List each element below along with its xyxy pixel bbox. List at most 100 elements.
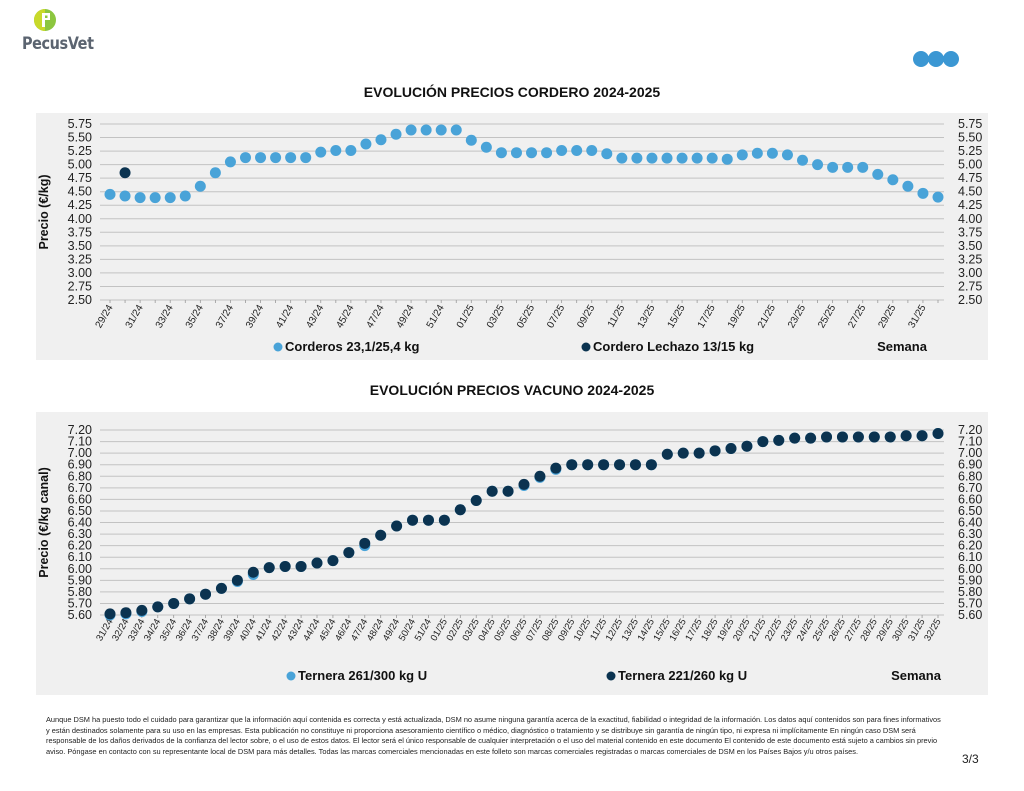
data-point-series-1 [887,174,899,186]
legend-label: Ternera 221/260 kg U [618,668,747,683]
data-point-series-2 [279,560,291,572]
data-point-series-1 [827,161,839,173]
data-point-series-2 [119,167,131,179]
data-point-series-2 [422,514,434,526]
x-tick-label: 32/25 [922,617,943,643]
data-point-series-1 [631,152,643,164]
y-tick-label-right: 5.60 [958,608,982,622]
y-tick-label-right: 7.00 [958,446,982,460]
data-point-series-2 [629,459,641,471]
data-point-series-1 [691,152,703,164]
data-point-series-1 [556,145,568,157]
y-tick-label-left: 4.25 [68,198,92,212]
x-tick-label: 15/25 [666,303,688,331]
y-tick-label-right: 4.25 [958,198,982,212]
data-point-series-2 [741,440,753,452]
y-tick-label-right: 6.90 [958,458,982,472]
data-point-series-1 [510,147,522,159]
y-tick-label-left: 3.50 [68,239,92,253]
x-axis-title: Semana [877,339,928,354]
y-tick-label-left: 5.00 [68,158,92,172]
data-point-series-2 [900,430,912,442]
data-point-series-1 [239,152,251,164]
y-tick-label-left: 6.10 [68,550,92,564]
data-point-series-2 [677,447,689,459]
data-point-series-2 [566,459,578,471]
data-point-series-1 [842,161,854,173]
data-point-series-2 [486,485,498,497]
data-point-series-1 [601,148,613,160]
x-tick-label: 05/25 [515,303,537,331]
x-tick-label: 19/25 [726,303,748,331]
vacuno-chart: 7.20 7.207.10 7.107.00 7.006.90 6.906.80 6.80… [37,423,982,683]
data-point-series-1 [104,188,116,200]
y-tick-label-left: 5.60 [68,608,92,622]
y-tick-label-left: 6.70 [68,481,92,495]
data-point-series-1 [721,153,733,165]
page-number: 3/3 [962,752,979,766]
data-point-series-2 [215,582,227,594]
data-point-series-2 [359,537,371,549]
data-point-series-1 [149,192,161,204]
data-point-series-1 [541,147,553,159]
y-tick-label-right: 4.75 [958,171,982,185]
y-tick-label-right: 3.25 [958,252,982,266]
y-axis-title: Precio (€/kg canal) [37,467,51,577]
x-tick-label: 01/25 [455,303,477,331]
data-point-series-2 [343,547,355,559]
y-tick-label-right: 6.70 [958,481,982,495]
data-point-series-2 [645,459,657,471]
data-point-series-1 [300,152,312,164]
y-tick-label-right: 5.00 [958,158,982,172]
data-point-series-1 [164,192,176,204]
data-point-series-2 [598,459,610,471]
data-point-series-2 [502,485,514,497]
y-tick-label-right: 4.50 [958,185,982,199]
data-point-series-1 [646,152,658,164]
data-point-series-2 [311,557,323,569]
data-point-series-2 [836,431,848,443]
pecusvet-p-logo-icon [34,9,56,31]
y-tick-label-left: 6.40 [68,516,92,530]
data-point-series-2 [916,430,928,442]
data-point-series-2 [789,432,801,444]
data-point-series-2 [661,448,673,460]
data-point-series-2 [391,520,403,532]
data-point-series-2 [438,514,450,526]
y-axis-title: Precio (€/kg) [37,174,51,249]
x-tick-label: 43/24 [304,303,326,331]
x-tick-label: 39/24 [244,303,266,331]
y-tick-label-right: 7.10 [958,435,982,449]
y-tick-label-left: 7.20 [68,423,92,437]
data-point-series-1 [902,180,914,192]
data-point-series-2 [932,427,944,439]
x-tick-label: 37/24 [214,303,236,331]
legend-marker [606,671,616,681]
dsm-three-dots-icon [913,51,959,67]
data-point-series-2 [231,574,243,586]
legend-marker [286,671,296,681]
data-point-series-1 [420,124,432,136]
data-point-series-1 [465,134,477,146]
cordero-chart-title: EVOLUCIÓN PRECIOS CORDERO 2024-2025 [363,84,661,100]
y-tick-label-left: 7.00 [68,446,92,460]
data-point-series-2 [168,597,180,609]
vacuno-chart-title: EVOLUCIÓN PRECIOS VACUNO 2024-2025 [369,382,655,398]
data-point-series-1 [315,146,327,158]
data-point-series-2 [805,432,817,444]
legend-label: Corderos 23,1/25,4 kg [285,339,419,354]
data-point-series-1 [134,192,146,204]
data-point-series-2 [407,514,419,526]
x-axis-title: Semana [891,668,942,683]
vacuno-chart-panel: 7.20 7.20 7.10 7.10 7.00 7.00 6.90 6.90 6.80 6.80… [36,412,988,695]
y-tick-label-right: 6.60 [958,492,982,506]
legend-marker [273,342,283,352]
y-tick-label-right: 6.00 [958,562,982,576]
y-tick-label-left: 3.25 [68,252,92,266]
data-point-series-2 [470,495,482,507]
x-tick-label: 17/25 [696,303,718,331]
y-tick-label-left: 6.80 [68,469,92,483]
y-tick-label-right: 5.75 [958,117,982,131]
x-tick-label: 07/25 [545,303,567,331]
data-point-series-2 [725,443,737,454]
